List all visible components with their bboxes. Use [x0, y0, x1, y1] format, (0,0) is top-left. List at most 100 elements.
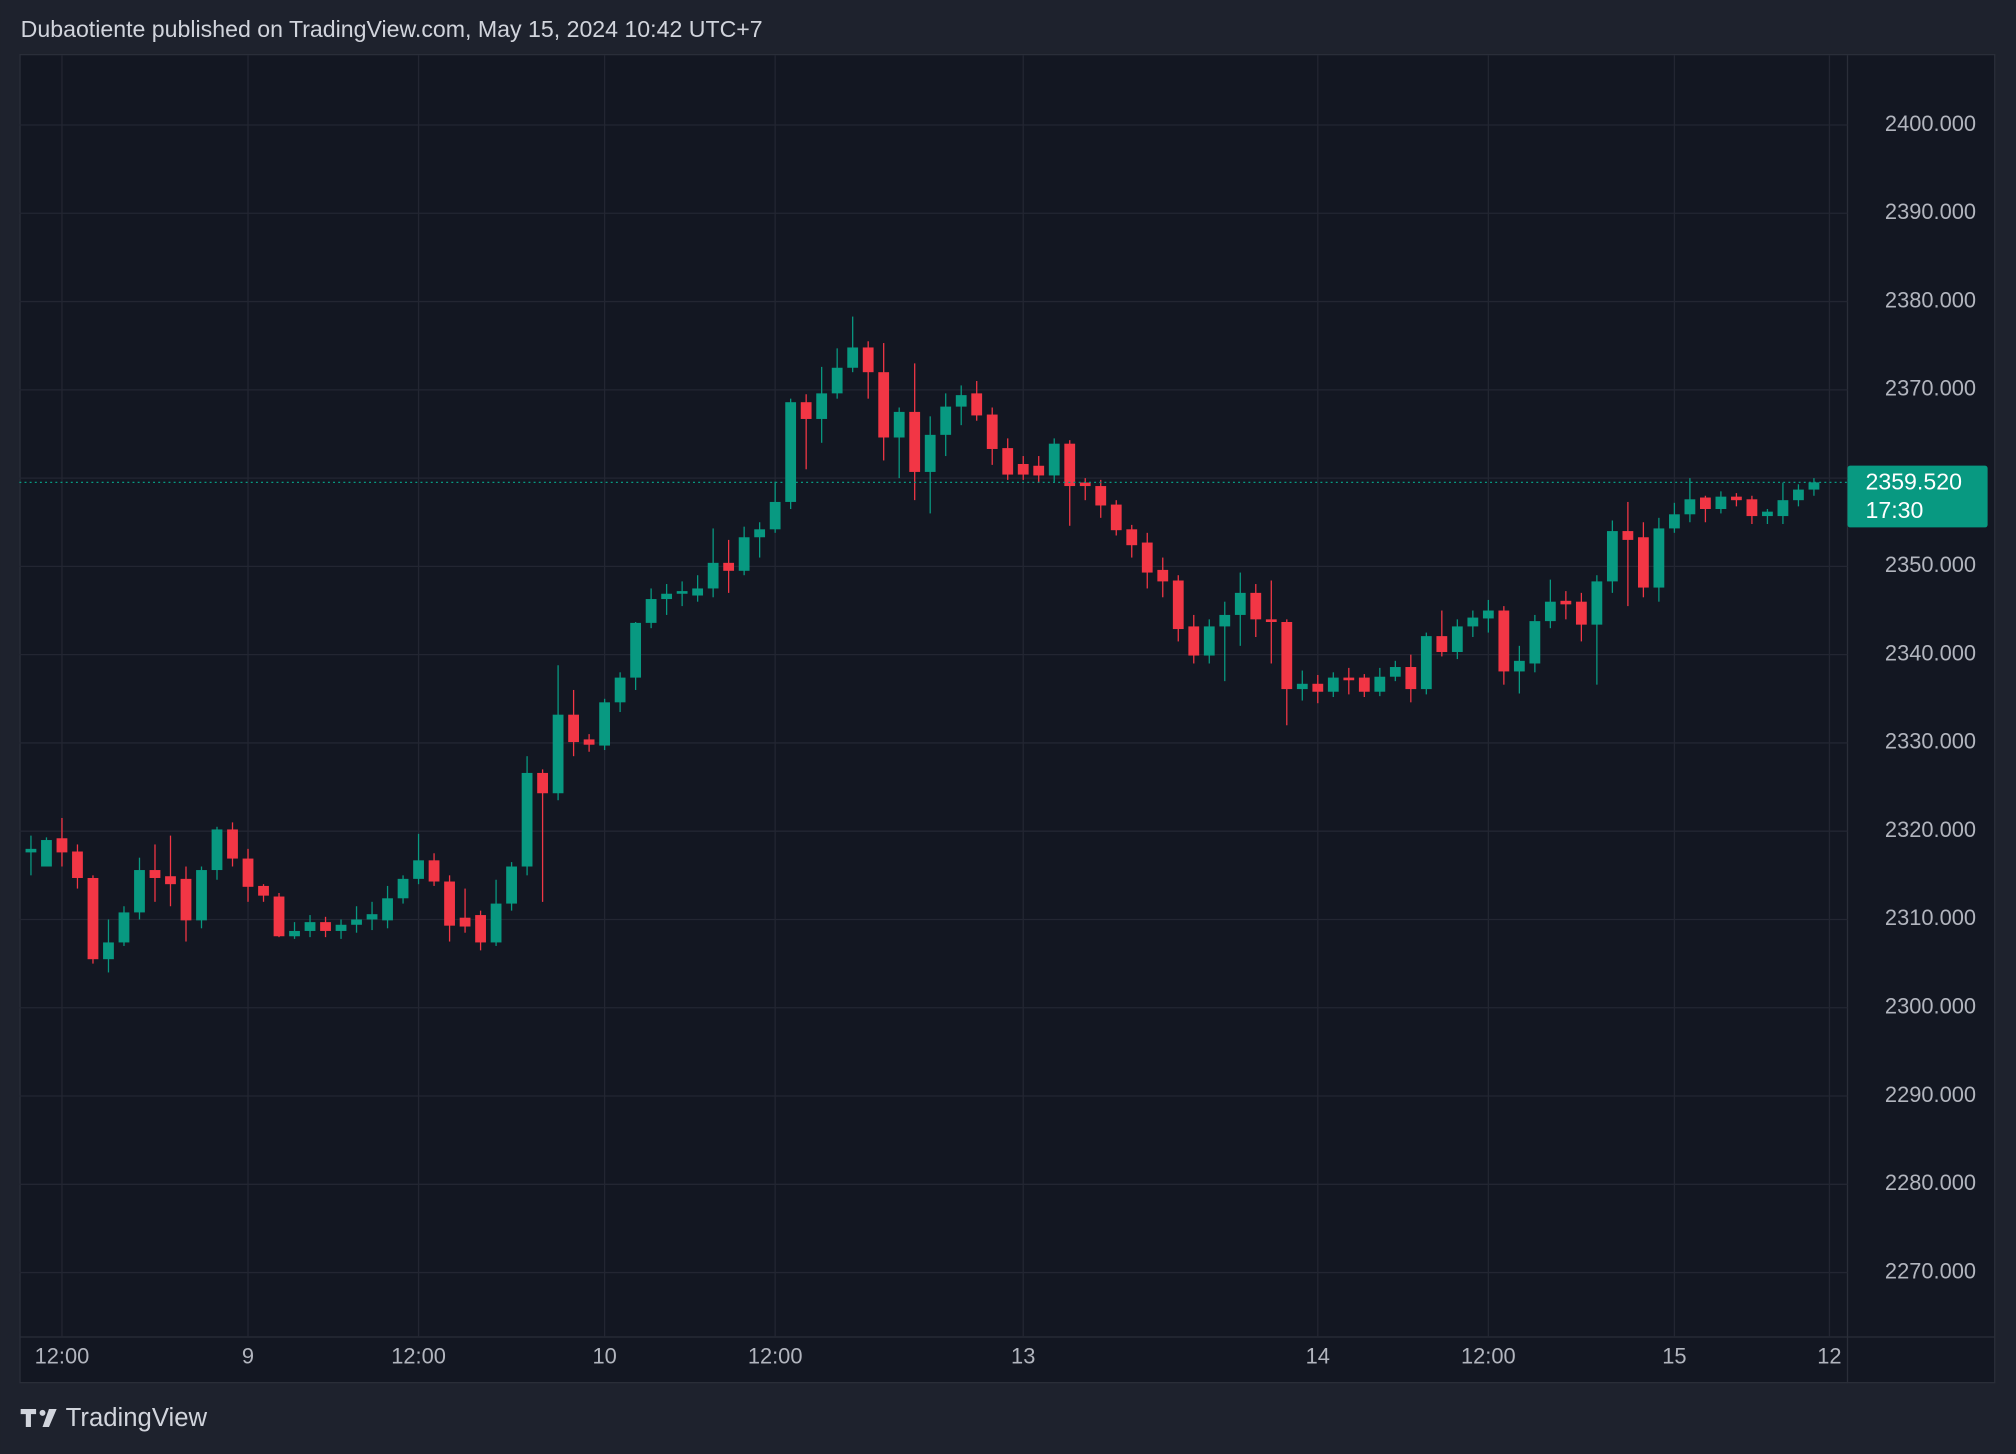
candle-body	[304, 922, 316, 931]
candle-body	[692, 588, 704, 596]
y-tick-label: 2390.000	[1885, 199, 1976, 224]
candle-body	[1746, 499, 1758, 517]
candle-body	[196, 870, 207, 921]
candle-body	[1762, 511, 1773, 517]
candle-body	[1079, 482, 1091, 487]
candle-body	[1157, 569, 1169, 582]
candle-body	[1389, 667, 1401, 677]
candle-body	[1451, 626, 1463, 653]
x-tick-label: 9	[242, 1343, 254, 1368]
candle-body	[521, 772, 533, 867]
y-tick-label: 2280.000	[1885, 1170, 1976, 1195]
candle-body	[552, 714, 564, 794]
header-text: Dubaotiente published on TradingView.com…	[21, 16, 763, 42]
candle-body	[413, 860, 424, 879]
price-label-box	[1847, 465, 1988, 528]
candle-body	[1405, 667, 1417, 690]
grid	[19, 55, 1848, 1338]
candle-body	[103, 942, 114, 960]
chart-pane	[19, 53, 1996, 1384]
candle-body	[320, 922, 331, 931]
x-tick-label: 12:00	[391, 1343, 446, 1368]
candle-body	[1684, 499, 1696, 515]
brand-logo	[20, 1409, 57, 1428]
candle-body	[1172, 580, 1184, 630]
candle-body	[1219, 614, 1231, 627]
candle-body	[723, 562, 735, 571]
y-tick-label: 2270.000	[1885, 1258, 1976, 1283]
candle-body	[1095, 486, 1107, 506]
candle-body	[1234, 592, 1246, 615]
candle-body	[738, 537, 750, 571]
candle-body	[1358, 677, 1370, 692]
candle-body	[1064, 443, 1076, 487]
candle-body	[41, 840, 52, 867]
candle-body	[56, 838, 68, 853]
candle-body	[971, 393, 983, 416]
candle-body	[1002, 448, 1014, 475]
candle-body	[475, 915, 486, 943]
candle-body	[1544, 601, 1556, 622]
candle-body	[1715, 496, 1727, 510]
candle-body	[444, 881, 455, 926]
candle-body	[1126, 529, 1138, 546]
candle-body	[1637, 537, 1649, 588]
candle-body	[800, 402, 812, 419]
candle-body	[816, 393, 828, 419]
candle-body	[1296, 683, 1308, 690]
candle-body	[1529, 621, 1541, 664]
x-tick-label: 12:00	[748, 1343, 803, 1368]
candle-body	[506, 866, 517, 904]
candle-body	[459, 917, 471, 927]
candles	[25, 316, 1820, 973]
candle-body	[940, 406, 952, 435]
candle-body	[955, 395, 967, 407]
candle-body	[1048, 443, 1060, 476]
candle-body	[754, 529, 766, 538]
candle-body	[242, 858, 254, 887]
candle-body	[893, 411, 905, 438]
candle-body	[1250, 592, 1262, 620]
candle-body	[1327, 677, 1339, 692]
x-tick-label: 10	[592, 1343, 616, 1368]
candle-body	[878, 372, 890, 438]
candle-body	[1343, 677, 1355, 681]
y-tick-label: 2380.000	[1885, 287, 1976, 312]
candle-body	[351, 919, 362, 925]
candle-body	[1622, 531, 1634, 540]
candle-body	[1808, 482, 1820, 490]
candle-body	[924, 434, 936, 472]
candle-body	[397, 878, 409, 899]
candle-body	[1312, 683, 1324, 692]
x-tick-label: 15	[1662, 1343, 1686, 1368]
candle-body	[1436, 636, 1448, 653]
candle-body	[1265, 619, 1277, 622]
candle-body	[335, 924, 347, 931]
candle-body	[1482, 610, 1494, 619]
candle-body	[25, 848, 37, 853]
candle-body	[1203, 626, 1215, 656]
candle-body	[862, 347, 874, 373]
x-tick-label: 12:00	[1461, 1343, 1516, 1368]
candle-body	[1606, 531, 1618, 582]
candle-body	[1110, 504, 1122, 531]
candle-body	[986, 414, 998, 449]
x-tick-label: 12	[1817, 1343, 1841, 1368]
candle-body	[630, 622, 642, 678]
y-tick-label: 2300.000	[1885, 994, 1976, 1019]
candle-body	[366, 914, 378, 920]
y-tick-label: 2350.000	[1885, 552, 1976, 577]
x-tick-label: 13	[1011, 1343, 1035, 1368]
candle-body	[180, 878, 192, 921]
candle-body	[258, 885, 269, 896]
candle-body	[537, 772, 548, 794]
candle-body	[831, 367, 843, 394]
candle-body	[1374, 676, 1386, 692]
y-tick-label: 2290.000	[1885, 1082, 1976, 1107]
y-tick-label: 2400.000	[1885, 111, 1976, 136]
candle-body	[1560, 600, 1572, 605]
candle-body	[1420, 636, 1432, 690]
candle-body	[1141, 542, 1153, 573]
candle-body	[599, 702, 611, 746]
